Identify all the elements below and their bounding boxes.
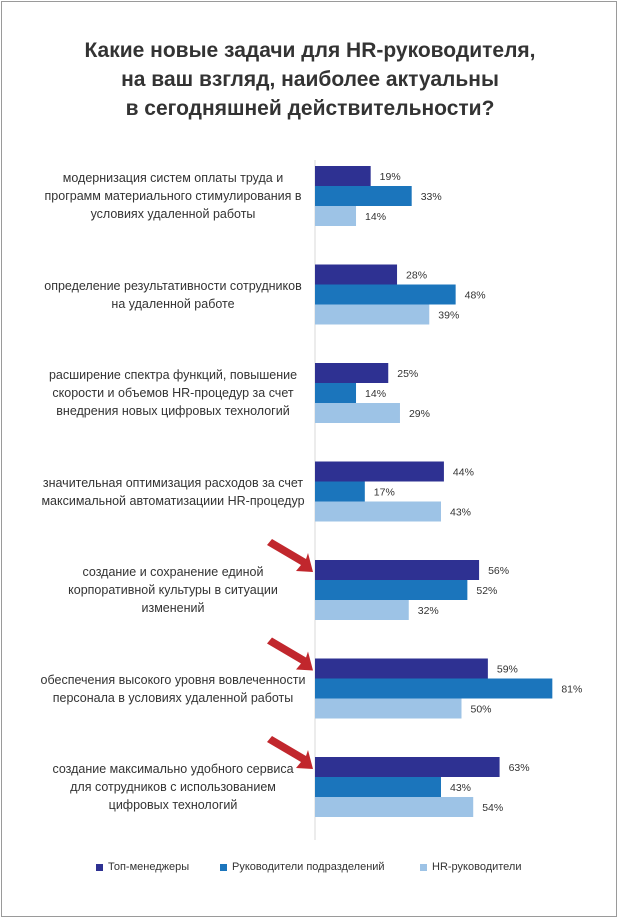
bar xyxy=(315,698,462,719)
bar xyxy=(315,560,480,580)
bar xyxy=(315,383,357,403)
bar-group: 56% 52% 32% xyxy=(315,560,509,620)
data-label: 63% xyxy=(509,762,530,774)
category-label: значительная оптимизация расходов за сче… xyxy=(41,475,305,508)
data-label: 39% xyxy=(438,310,459,322)
bar xyxy=(315,481,365,502)
data-label: 29% xyxy=(409,408,430,420)
bar xyxy=(315,186,412,206)
bar xyxy=(315,461,444,482)
data-label: 44% xyxy=(453,467,474,479)
legend-item: HR-руководители xyxy=(420,861,522,873)
bar xyxy=(315,501,441,522)
bar xyxy=(315,166,371,186)
bar xyxy=(315,206,357,226)
data-label: 56% xyxy=(488,565,509,577)
bar xyxy=(315,777,441,797)
legend-label: Руководители подразделений xyxy=(232,861,385,873)
data-label: 32% xyxy=(418,605,439,617)
legend-swatch xyxy=(96,863,103,871)
data-label: 52% xyxy=(476,585,497,597)
category-label: создание и сохранение единой корпоративн… xyxy=(68,565,278,615)
highlight-arrow-icon xyxy=(267,637,313,671)
category-label: модернизация систем оплаты труда и прогр… xyxy=(44,171,302,221)
data-label: 14% xyxy=(365,388,386,400)
bar xyxy=(315,284,456,305)
data-label: 43% xyxy=(450,507,471,519)
highlight-arrow-icon xyxy=(267,539,313,572)
bar xyxy=(315,797,474,817)
legend-item: Руководители подразделений xyxy=(220,861,385,873)
legend-item: Топ-менеджеры xyxy=(96,861,189,873)
data-label: 19% xyxy=(380,171,401,183)
data-label: 17% xyxy=(374,487,395,499)
data-label: 54% xyxy=(482,802,503,814)
legend-swatch xyxy=(220,863,227,871)
bar xyxy=(315,678,553,699)
bar-group: 25% 14% 29% xyxy=(315,363,430,423)
category-label: создание максимально удобного сервиса дл… xyxy=(52,762,294,812)
bar xyxy=(315,363,389,383)
data-label: 59% xyxy=(497,664,518,676)
data-label: 81% xyxy=(561,684,582,696)
data-label: 33% xyxy=(421,191,442,203)
bar-group: 44% 17% 43% xyxy=(315,461,474,522)
data-label: 50% xyxy=(471,704,492,716)
bar xyxy=(315,580,468,600)
bar xyxy=(315,600,409,620)
legend-label: HR-руководители xyxy=(432,861,522,873)
highlight-arrow-icon xyxy=(267,736,313,769)
bar xyxy=(315,757,500,777)
category-label: обеспечения высокого уровня вовлеченност… xyxy=(40,672,306,705)
legend-swatch xyxy=(420,863,427,871)
bar-group: 59% 81% 50% xyxy=(315,658,582,719)
bar xyxy=(315,658,488,679)
data-label: 48% xyxy=(465,290,486,302)
category-label: расширение спектра функций, повышение ск… xyxy=(48,368,298,418)
bar xyxy=(315,304,430,325)
bar-group: 19% 33% 14% xyxy=(315,166,442,226)
legend-label: Топ-менеджеры xyxy=(108,861,190,873)
bar xyxy=(315,264,398,285)
data-label: 25% xyxy=(397,368,418,380)
data-label: 14% xyxy=(365,211,386,223)
data-label: 28% xyxy=(406,270,427,282)
bar-group: 63% 43% 54% xyxy=(315,757,530,817)
bar-group: 28% 48% 39% xyxy=(315,264,486,325)
category-label: определение результативности сотрудников… xyxy=(44,278,302,311)
bar xyxy=(315,403,400,423)
data-label: 43% xyxy=(450,782,471,794)
chart-title: Какие новые задачи для HR-руководителя, … xyxy=(84,39,536,120)
